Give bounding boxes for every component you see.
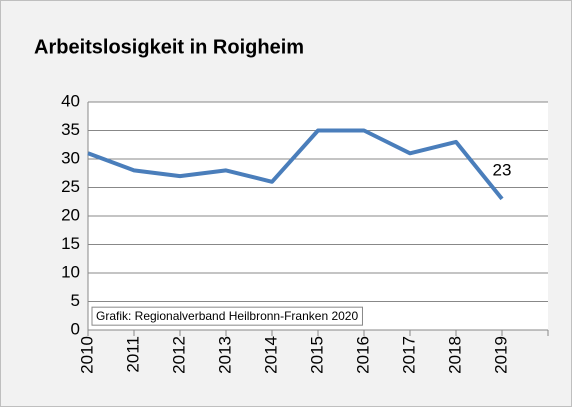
y-tick-label: 20	[61, 205, 80, 224]
y-tick-label: 10	[61, 262, 80, 281]
x-tick-label: 2018	[445, 336, 464, 374]
x-tick-label: 2019	[491, 336, 510, 374]
y-tick-label: 35	[61, 120, 80, 139]
line-series	[87, 128, 504, 201]
x-tick-label: 2011	[123, 336, 142, 373]
source-box	[91, 306, 363, 326]
x-tick-label: 2010	[77, 336, 96, 374]
x-tick-label: 2014	[261, 336, 280, 374]
y-tick-label: 5	[71, 291, 80, 310]
x-tick-label: 2016	[353, 336, 372, 374]
x-tick-label: 2017	[399, 336, 418, 374]
x-tick-label: 2012	[169, 336, 188, 374]
y-tick-label: 15	[61, 234, 80, 253]
chart-title: Arbeitslosigkeit in Roigheim	[34, 36, 304, 58]
source-note: Grafik: Regionalverband Heilbronn-Franke…	[96, 309, 358, 323]
x-tick-label: 2015	[307, 336, 326, 374]
y-tick-label: 0	[71, 319, 80, 338]
y-tick-label: 30	[61, 148, 80, 167]
y-tick-label: 40	[61, 91, 80, 110]
y-tick-label: 25	[61, 177, 80, 196]
x-tick-label: 2013	[215, 336, 234, 374]
data-label: 23	[493, 160, 512, 179]
